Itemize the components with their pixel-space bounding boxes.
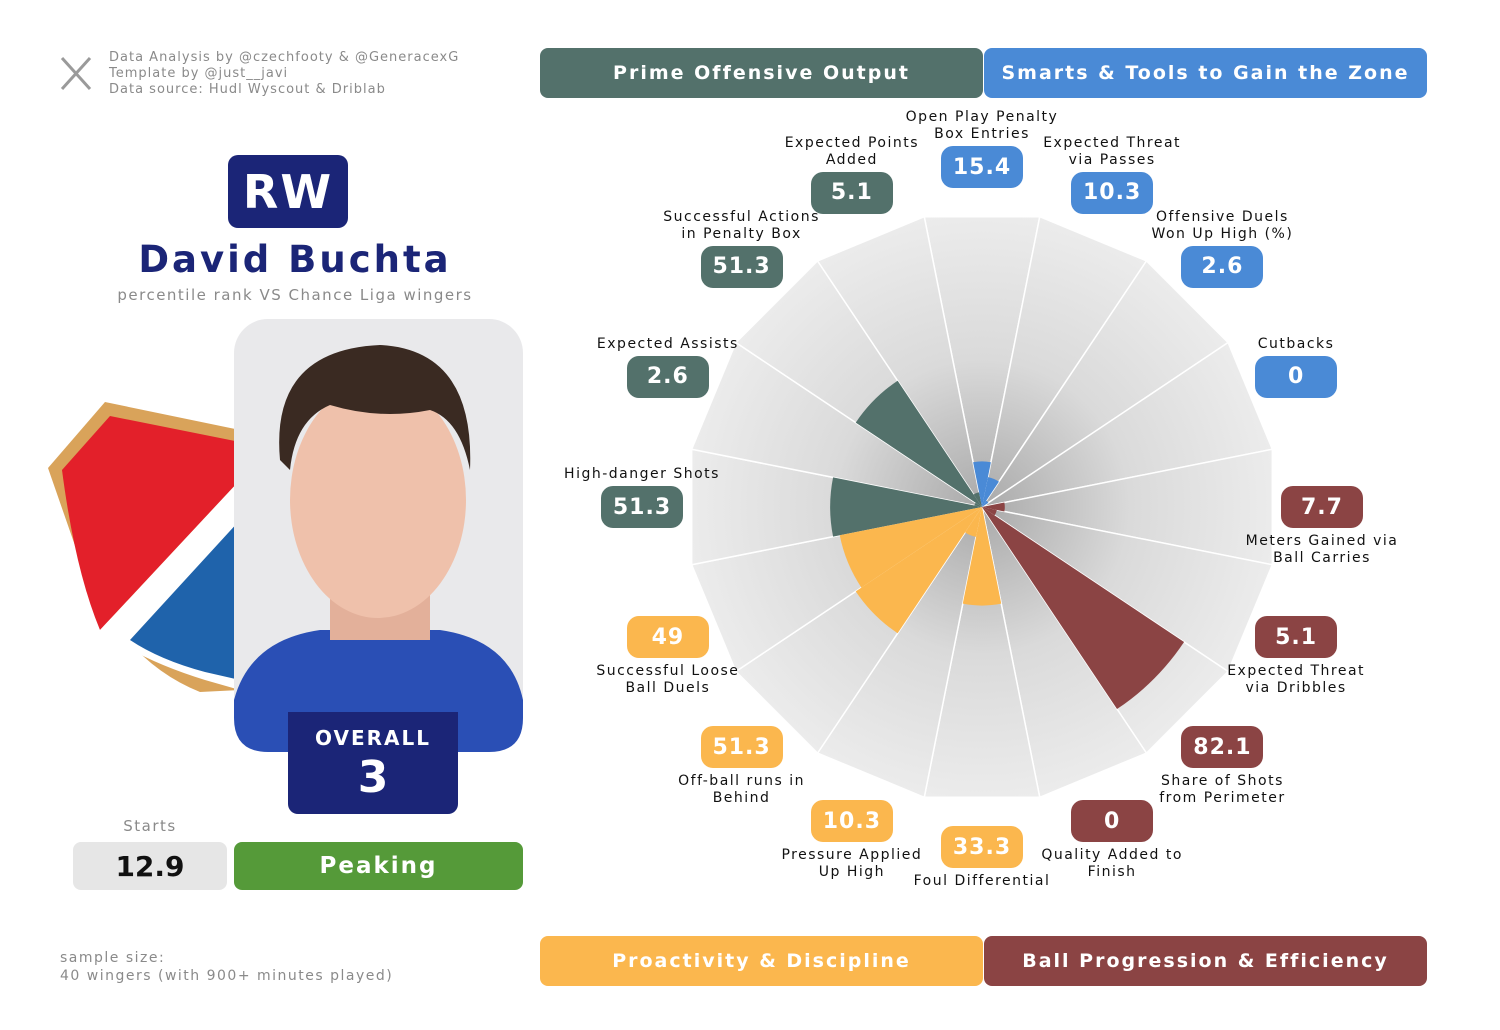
legend-item: Ball Progression & Efficiency: [984, 936, 1427, 986]
starts-value: 12.9: [73, 842, 227, 890]
subtitle: percentile rank VS Chance Liga wingers: [117, 286, 473, 304]
overall-box: [288, 712, 458, 814]
value-label: 2.6: [1181, 245, 1264, 288]
credit: Template by @just__javi: [109, 66, 289, 81]
value-label: 10.3: [810, 800, 893, 843]
slice: [982, 477, 999, 507]
x-logo: [60, 56, 92, 91]
value-label: 2.6: [626, 355, 709, 398]
category-label: Meters Gained via Ball Carries: [1245, 533, 1399, 566]
category-label: Share of Shots from Perimeter: [1159, 773, 1286, 807]
player-photo: [234, 319, 523, 752]
legend-item: Prime Offensive Output: [540, 48, 983, 98]
position-badge: RW: [228, 155, 348, 228]
category-label: Expected Threat via Passes: [1043, 134, 1182, 168]
starts-label: Starts: [123, 817, 177, 835]
slice: [974, 502, 982, 507]
slice: [965, 507, 982, 537]
value-label: 15.4: [941, 146, 1023, 188]
slice: [982, 507, 997, 516]
overall-label: OVERALL: [315, 726, 431, 750]
sample-size: sample size:: [60, 950, 166, 966]
slice: [973, 492, 982, 507]
slice: [982, 507, 1185, 710]
status: Peaking: [234, 842, 523, 890]
category-label: Quality Added to Finish: [1041, 847, 1183, 881]
slice: [830, 477, 982, 537]
category-label: Open Play Penalty Box Entries: [905, 109, 1059, 142]
sample-size: 40 wingers (with 900+ minutes played): [60, 968, 394, 984]
value-label: 5.1: [810, 171, 893, 214]
value-label: 0: [1255, 355, 1338, 398]
value-label: 5.1: [1255, 616, 1338, 659]
value-label: 82.1: [1181, 726, 1264, 769]
value-label: 49: [626, 616, 709, 659]
category-label: Off-ball runs in Behind: [678, 773, 806, 807]
value-label: 33.3: [941, 826, 1023, 868]
legend-item: Smarts & Tools to Gain the Zone: [984, 48, 1427, 98]
player-name: David Buchta: [138, 238, 452, 281]
value-label: 10.3: [1071, 171, 1154, 214]
legend-item: Proactivity & Discipline: [540, 936, 983, 986]
slice: [855, 507, 982, 634]
category-label: Expected Assists: [596, 335, 739, 352]
slice: [962, 507, 1002, 606]
club-crest: [48, 402, 240, 692]
category-label: Expected Points Added: [784, 134, 920, 168]
category-label: Offensive Duels Won Up High (%): [1151, 208, 1294, 242]
value-label: 0: [1071, 800, 1154, 843]
value-label: 7.7: [1281, 486, 1363, 528]
slice: [855, 380, 982, 507]
slice: [982, 502, 1005, 512]
category-label: Cutbacks: [1257, 335, 1335, 352]
value-label: 51.3: [700, 245, 783, 288]
slice: [839, 507, 982, 588]
slice: [982, 500, 989, 507]
category-label: Pressure Applied Up High: [781, 847, 923, 881]
value-label: 51.3: [700, 726, 783, 769]
category-label: Foul Differential: [913, 873, 1051, 889]
credit: Data source: Hudl Wyscout & Driblab: [109, 82, 386, 97]
category-label: Expected Threat via Dribbles: [1227, 663, 1366, 697]
overall-value: 3: [357, 752, 389, 803]
category-label: Successful Loose Ball Duels: [596, 663, 740, 697]
category-label: High-danger Shots: [564, 466, 720, 482]
credit: Data Analysis by @czechfooty & @Generace…: [109, 50, 460, 65]
slice: [973, 461, 991, 507]
category-label: Successful Actions in Penalty Box: [663, 208, 820, 242]
value-label: 51.3: [601, 486, 683, 528]
